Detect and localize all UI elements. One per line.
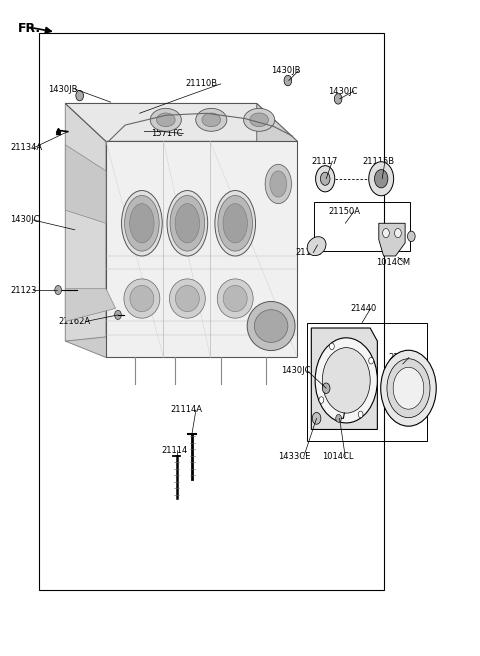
Ellipse shape — [217, 279, 253, 318]
Polygon shape — [257, 104, 298, 358]
Ellipse shape — [169, 279, 205, 318]
Text: 1014CL: 1014CL — [323, 453, 354, 461]
Ellipse shape — [307, 237, 326, 256]
Polygon shape — [312, 328, 377, 430]
Ellipse shape — [124, 279, 160, 318]
Ellipse shape — [215, 190, 255, 256]
Ellipse shape — [121, 190, 162, 256]
Polygon shape — [65, 145, 106, 223]
Text: 1433CE: 1433CE — [278, 453, 311, 461]
Text: 1430JB: 1430JB — [48, 85, 78, 94]
Circle shape — [321, 173, 330, 185]
Ellipse shape — [175, 285, 199, 312]
Ellipse shape — [250, 113, 268, 127]
Text: 21150A: 21150A — [328, 207, 360, 216]
Text: 1430JC: 1430JC — [10, 215, 40, 224]
Circle shape — [393, 367, 424, 409]
Ellipse shape — [196, 108, 227, 131]
Circle shape — [55, 285, 61, 295]
Ellipse shape — [170, 195, 204, 251]
Ellipse shape — [130, 285, 154, 312]
Bar — [307, 323, 427, 441]
Circle shape — [408, 231, 415, 241]
Circle shape — [387, 359, 430, 418]
Ellipse shape — [265, 165, 291, 203]
Circle shape — [395, 228, 401, 237]
Text: 1571TC: 1571TC — [152, 129, 183, 138]
Circle shape — [316, 166, 335, 192]
Ellipse shape — [156, 113, 175, 127]
Text: 1430JC: 1430JC — [328, 87, 358, 96]
Circle shape — [323, 348, 370, 413]
Polygon shape — [106, 142, 298, 358]
Circle shape — [312, 413, 321, 424]
Circle shape — [319, 397, 324, 403]
Ellipse shape — [175, 203, 200, 243]
Text: 1430JB: 1430JB — [271, 66, 300, 75]
Ellipse shape — [223, 203, 247, 243]
Text: 21115B: 21115B — [362, 157, 394, 165]
Ellipse shape — [223, 285, 247, 312]
Polygon shape — [65, 321, 298, 358]
Circle shape — [336, 415, 341, 422]
Text: 21152: 21152 — [295, 248, 321, 257]
Circle shape — [329, 343, 334, 350]
Text: 21114: 21114 — [161, 446, 187, 455]
Ellipse shape — [167, 190, 208, 256]
Circle shape — [334, 94, 342, 104]
Polygon shape — [65, 104, 298, 142]
Circle shape — [315, 338, 377, 423]
Text: 1014CM: 1014CM — [376, 258, 410, 267]
Ellipse shape — [270, 171, 287, 197]
Ellipse shape — [130, 203, 154, 243]
Text: 21134A: 21134A — [10, 144, 42, 152]
Circle shape — [115, 310, 121, 319]
Bar — [314, 201, 410, 251]
Polygon shape — [379, 223, 405, 256]
Polygon shape — [65, 104, 106, 341]
Circle shape — [383, 228, 389, 237]
Text: 21443: 21443 — [388, 353, 415, 362]
Circle shape — [323, 383, 330, 394]
Text: 21114A: 21114A — [170, 405, 203, 415]
Bar — [39, 33, 384, 590]
Circle shape — [369, 162, 394, 195]
Circle shape — [374, 170, 388, 188]
Circle shape — [381, 350, 436, 426]
Circle shape — [284, 75, 292, 86]
Ellipse shape — [150, 108, 181, 131]
Text: 21440: 21440 — [350, 304, 376, 313]
Text: 21110B: 21110B — [185, 79, 217, 89]
Circle shape — [358, 411, 363, 418]
Ellipse shape — [218, 195, 252, 251]
Ellipse shape — [243, 108, 275, 131]
Ellipse shape — [254, 310, 288, 342]
Ellipse shape — [247, 302, 295, 350]
Text: FR.: FR. — [17, 22, 41, 35]
Polygon shape — [65, 289, 116, 321]
Ellipse shape — [125, 195, 159, 251]
Text: 21123: 21123 — [10, 285, 36, 295]
Text: 21117: 21117 — [312, 157, 338, 165]
Text: 21162A: 21162A — [58, 317, 90, 326]
Circle shape — [369, 358, 373, 364]
Text: 1430JC: 1430JC — [281, 366, 310, 375]
Ellipse shape — [202, 113, 221, 127]
Circle shape — [76, 91, 84, 101]
